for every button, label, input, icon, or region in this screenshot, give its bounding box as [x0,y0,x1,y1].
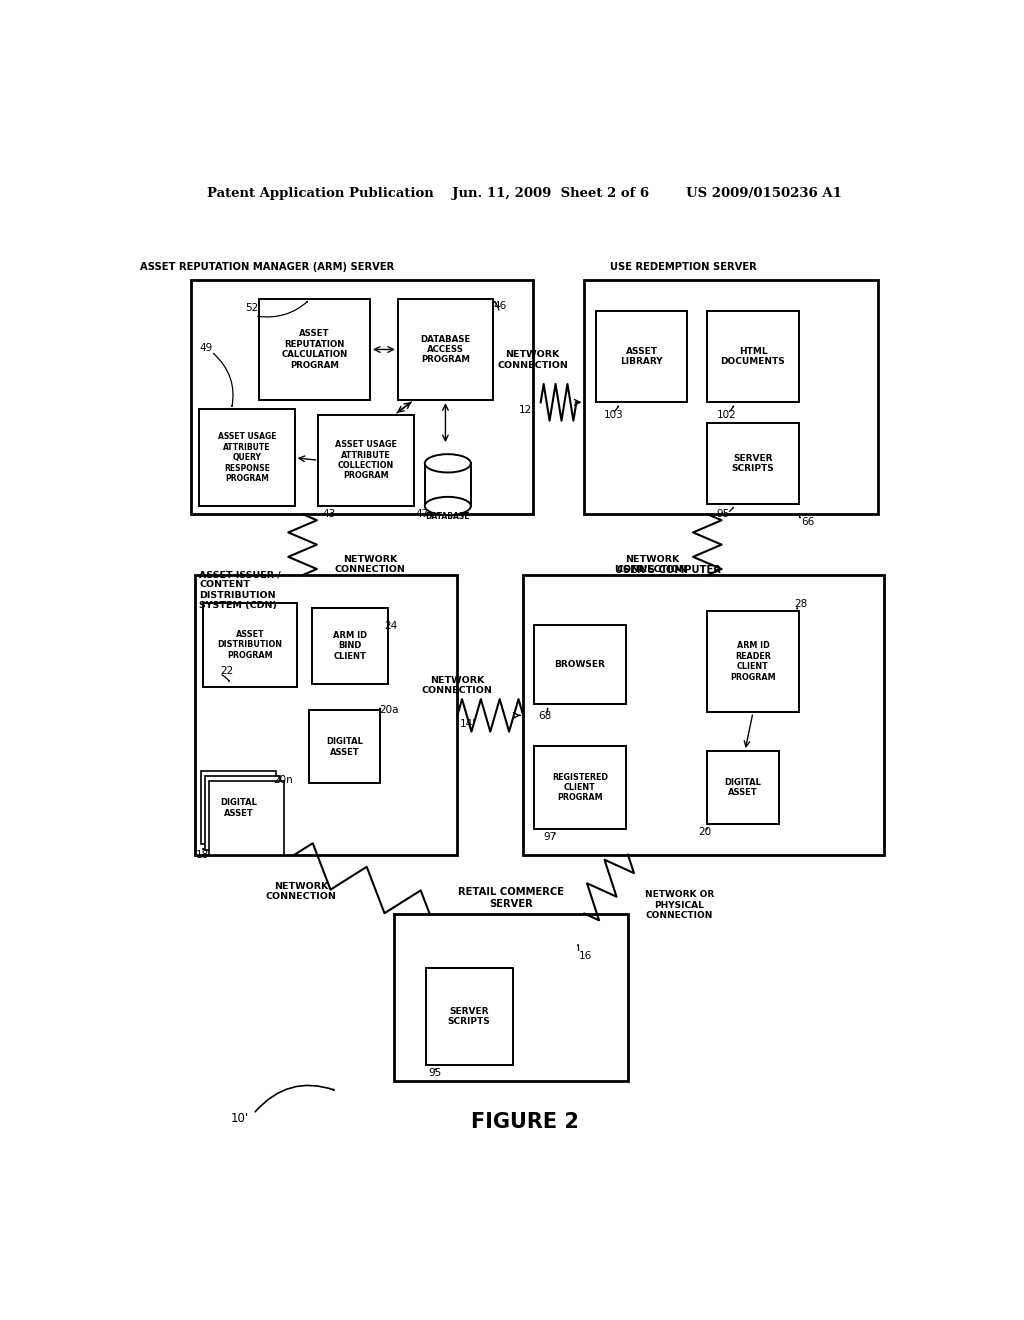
Text: DIGITAL
ASSET: DIGITAL ASSET [220,799,257,817]
Text: NETWORK
CONNECTION: NETWORK CONNECTION [422,676,493,696]
Bar [312,607,387,684]
Ellipse shape [425,454,471,473]
Text: USER'S COMPUTER: USER'S COMPUTER [614,565,721,576]
Bar [397,298,494,400]
Bar [708,422,799,504]
Text: RETAIL COMMERCE
SERVER: RETAIL COMMERCE SERVER [459,887,564,908]
Bar [191,280,532,515]
FancyArrowPatch shape [255,1085,334,1111]
Bar [585,280,878,515]
Text: 22: 22 [220,665,233,676]
Text: 28: 28 [795,598,808,609]
Bar [596,312,687,403]
Text: NETWORK
CONNECTION: NETWORK CONNECTION [498,350,568,370]
Bar [708,312,799,403]
FancyArrowPatch shape [614,407,618,412]
Text: 97: 97 [544,833,557,842]
Text: ASSET USAGE
ATTRIBUTE
COLLECTION
PROGRAM: ASSET USAGE ATTRIBUTE COLLECTION PROGRAM [335,440,397,480]
Text: 18: 18 [196,850,209,859]
FancyArrowPatch shape [729,508,733,511]
Text: 47: 47 [416,510,428,519]
Text: 68: 68 [539,711,552,722]
FancyArrowPatch shape [495,301,499,310]
Bar [200,409,295,506]
Text: NETWORK OR
PHYSICAL
CONNECTION: NETWORK OR PHYSICAL CONNECTION [645,890,714,920]
Text: ASSET REPUTATION MANAGER (ARM) SERVER: ASSET REPUTATION MANAGER (ARM) SERVER [139,263,394,272]
Text: USE REDEMPTION SERVER: USE REDEMPTION SERVER [610,263,757,272]
Text: DIGITAL
ASSET: DIGITAL ASSET [725,777,762,797]
Text: 102: 102 [717,409,736,420]
Text: 10': 10' [231,1113,249,1126]
Bar [209,781,285,854]
Text: 24: 24 [384,620,397,631]
Text: 95: 95 [428,1068,441,1078]
Text: ASSET ISSUER /
CONTENT
DISTRIBUTION
SYSTEM (CDN): ASSET ISSUER / CONTENT DISTRIBUTION SYST… [200,570,282,610]
Text: ASSET
DISTRIBUTION
PROGRAM: ASSET DISTRIBUTION PROGRAM [218,630,283,660]
Bar [535,746,626,829]
Text: 20a: 20a [379,705,398,715]
Text: REGISTERED
CLIENT
PROGRAM: REGISTERED CLIENT PROGRAM [552,772,608,803]
FancyArrowPatch shape [258,301,307,317]
Bar [394,913,628,1081]
Text: ARM ID
BIND
CLIENT: ARM ID BIND CLIENT [333,631,367,661]
Bar [425,463,471,506]
Bar [708,611,799,713]
Text: 49: 49 [200,343,213,354]
Text: 12: 12 [518,405,531,416]
Text: 43: 43 [323,510,336,519]
Bar [205,776,281,850]
Text: 20n: 20n [273,775,293,785]
Text: SERVER
SCRIPTS: SERVER SCRIPTS [731,454,774,473]
Text: DIGITAL
ASSET: DIGITAL ASSET [327,737,364,756]
Text: 14': 14' [460,718,476,729]
Bar [201,771,276,845]
Bar [196,576,458,854]
Text: HTML
DOCUMENTS: HTML DOCUMENTS [721,347,785,366]
Text: 16: 16 [579,952,592,961]
Bar [318,414,414,506]
Text: 103: 103 [604,409,624,420]
Bar [259,298,370,400]
Text: ASSET USAGE
ATTRIBUTE
QUERY
RESPONSE
PROGRAM: ASSET USAGE ATTRIBUTE QUERY RESPONSE PRO… [218,433,276,483]
Text: ARM ID
READER
CLIENT
PROGRAM: ARM ID READER CLIENT PROGRAM [730,642,776,681]
Text: BROWSER: BROWSER [555,660,605,669]
Bar [309,710,380,784]
FancyArrowPatch shape [729,407,733,412]
FancyArrowPatch shape [213,354,233,407]
Bar [535,624,626,704]
Text: 46: 46 [494,301,506,310]
Text: FIGURE 2: FIGURE 2 [471,1111,579,1133]
Text: ASSET
REPUTATION
CALCULATION
PROGRAM: ASSET REPUTATION CALCULATION PROGRAM [282,330,347,370]
Text: 66: 66 [801,517,814,527]
Ellipse shape [425,496,471,515]
Bar [426,969,513,1065]
Text: 95: 95 [717,510,730,519]
Bar [523,576,885,854]
Text: SERVER
SCRIPTS: SERVER SCRIPTS [447,1007,490,1027]
Bar [708,751,778,824]
Text: NETWORK
CONNECTION: NETWORK CONNECTION [335,554,406,574]
Text: DATABASE
ACCESS
PROGRAM: DATABASE ACCESS PROGRAM [420,334,471,364]
Text: NETWORK
CONNECTION: NETWORK CONNECTION [265,882,337,902]
Text: NETWORK
CONNECTION: NETWORK CONNECTION [616,554,687,574]
Text: ASSET
LIBRARY: ASSET LIBRARY [621,347,664,366]
Text: Patent Application Publication    Jun. 11, 2009  Sheet 2 of 6        US 2009/015: Patent Application Publication Jun. 11, … [208,187,842,201]
Bar [204,602,297,686]
Text: 52: 52 [246,302,259,313]
Text: 20: 20 [697,828,711,837]
Text: DATABASE: DATABASE [426,512,470,520]
FancyArrowPatch shape [222,675,229,681]
